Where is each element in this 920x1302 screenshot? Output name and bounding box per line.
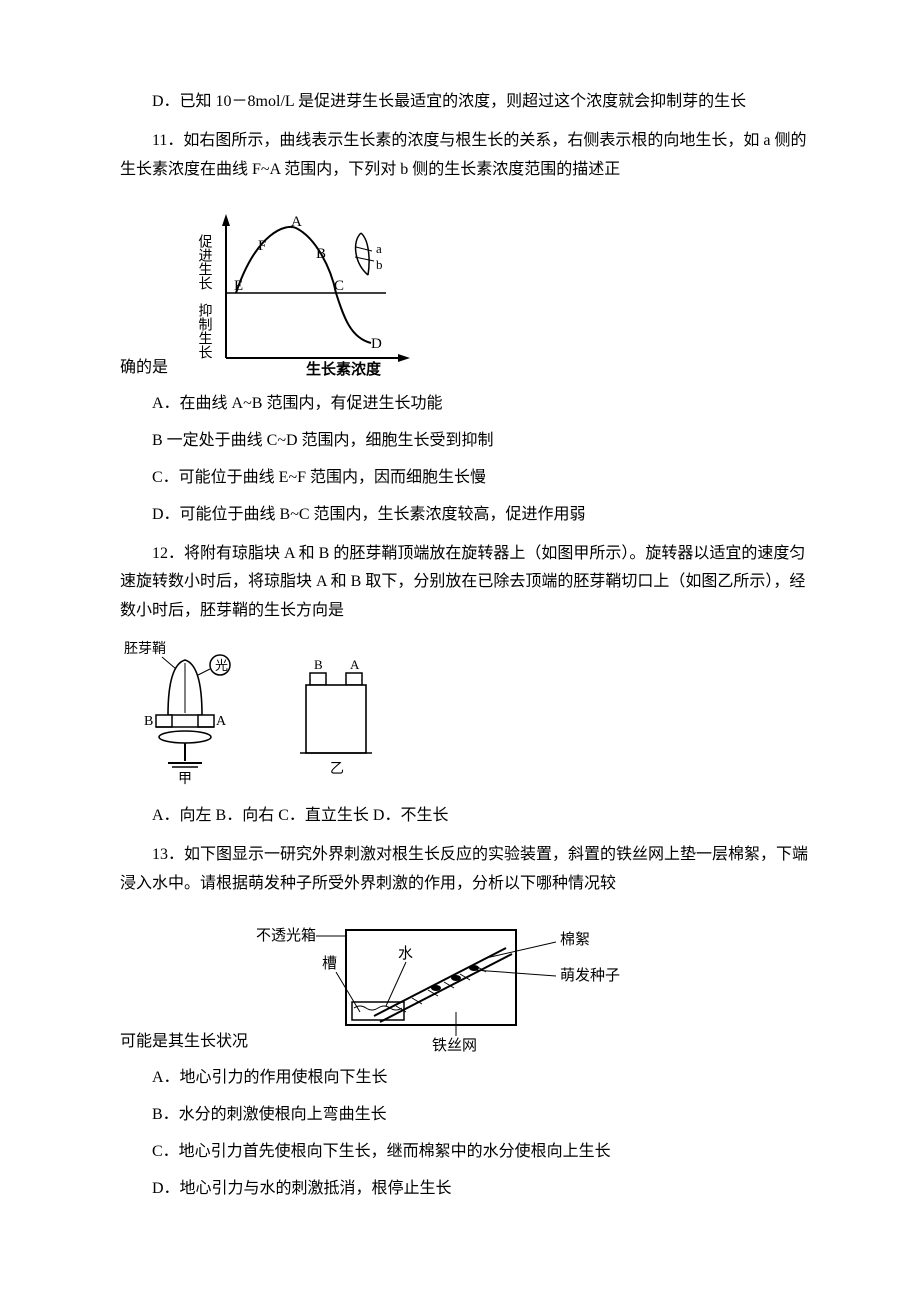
q11-opt-b: B 一定处于曲线 C~D 范围内，细胞生长受到抑制 [120, 427, 820, 456]
q13-tail: 可能是其生长状况 [120, 1028, 248, 1057]
q13-opt-d: D．地心引力与水的刺激抵消，根停止生长 [120, 1175, 820, 1204]
q11-figure-row: 确的是 A F B E C D 促进生长 抑制生长 生长素浓度 [120, 194, 820, 382]
svg-text:不透光箱: 不透光箱 [256, 927, 316, 944]
svg-text:D: D [371, 336, 382, 352]
svg-text:光: 光 [215, 658, 228, 673]
svg-text:槽: 槽 [322, 955, 337, 972]
svg-text:A: A [350, 657, 360, 672]
q13-figure: 不透光箱 槽 水 棉絮 萌发种子 铁丝网 [256, 912, 636, 1052]
svg-text:B: B [314, 657, 323, 672]
svg-text:铁丝网: 铁丝网 [432, 1037, 477, 1052]
q13-opt-c: C．地心引力首先使根向下生长，继而棉絮中的水分使根向上生长 [120, 1138, 820, 1167]
svg-text:水: 水 [398, 945, 413, 962]
svg-text:E: E [234, 278, 243, 294]
svg-text:生长素浓度: 生长素浓度 [306, 360, 382, 378]
svg-text:B: B [144, 714, 153, 729]
q13-stem: 13．如下图显示一研究外界刺激对根生长反应的实验装置，斜置的铁丝网上垫一层棉絮，… [120, 841, 820, 899]
q12-stem: 12．将附有琼脂块 A 和 B 的胚芽鞘顶端放在旋转器上（如图甲所示）。旋转器以… [120, 540, 820, 626]
q13-opt-b: B．水分的刺激使根向上弯曲生长 [120, 1101, 820, 1130]
svg-text:C: C [334, 278, 344, 294]
svg-text:B: B [316, 246, 326, 262]
svg-text:b: b [376, 257, 383, 272]
svg-text:A: A [291, 214, 302, 230]
svg-text:萌发种子: 萌发种子 [560, 967, 620, 984]
svg-text:促进生长: 促进生长 [197, 234, 213, 290]
svg-text:甲: 甲 [178, 772, 192, 787]
svg-text:乙: 乙 [330, 761, 344, 777]
q11-stem: 11．如右图所示，曲线表示生长素的浓度与根生长的关系，右侧表示根的向地生长，如 … [120, 127, 820, 185]
q12-figure: B A 甲 胚芽鞘 光 B A 乙 [120, 640, 420, 790]
svg-text:a: a [376, 241, 382, 256]
q10-opt-d: D．已知 10－8mol/L 是促进芽生长最适宜的浓度，则超过这个浓度就会抑制芽… [120, 88, 820, 117]
q11-tail: 确的是 [120, 354, 168, 383]
q13-opt-a: A．地心引力的作用使根向下生长 [120, 1064, 820, 1093]
svg-text:棉絮: 棉絮 [560, 931, 590, 948]
svg-text:胚芽鞘: 胚芽鞘 [124, 641, 166, 657]
q11-opt-a: A．在曲线 A~B 范围内，有促进生长功能 [120, 390, 820, 419]
svg-text:A: A [216, 714, 227, 729]
svg-text:F: F [258, 238, 266, 254]
q13-figure-row: 可能是其生长状况 [120, 908, 820, 1056]
svg-text:抑制生长: 抑制生长 [197, 303, 213, 359]
q11-opt-d: D．可能位于曲线 B~C 范围内，生长素浓度较高，促进作用弱 [120, 501, 820, 530]
q11-figure: A F B E C D 促进生长 抑制生长 生长素浓度 a b [176, 198, 436, 378]
q11-opt-c: C．可能位于曲线 E~F 范围内，因而细胞生长慢 [120, 464, 820, 493]
q12-options: A．向左 B．向右 C．直立生长 D．不生长 [120, 802, 820, 831]
